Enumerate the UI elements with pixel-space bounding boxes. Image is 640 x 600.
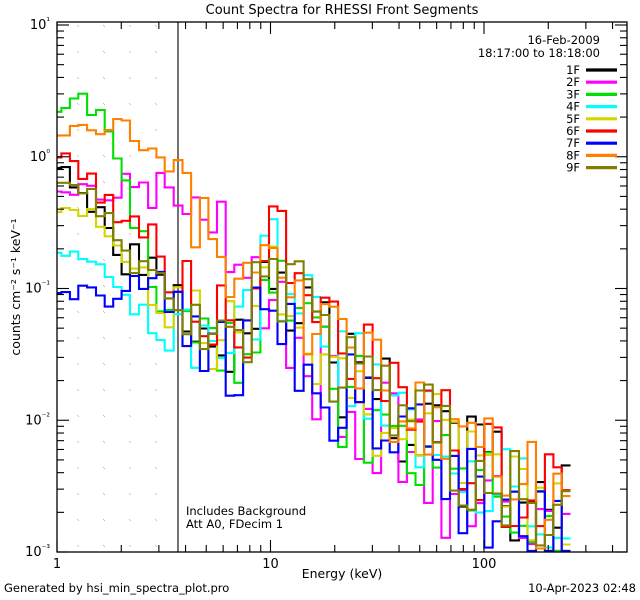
spectra-curves <box>57 92 571 552</box>
y-tick-label: 10⁻¹ <box>25 281 50 297</box>
x-axis-label: Energy (keV) <box>302 566 383 581</box>
series-line-9F <box>57 181 571 547</box>
axis-ticks <box>56 22 627 553</box>
x-tick-label: 10 <box>262 557 279 572</box>
y-tick-label: 10⁻² <box>25 412 50 428</box>
legend-label-8F: 8F <box>566 148 580 162</box>
plot-frame <box>56 21 628 553</box>
legend-label-6F: 6F <box>566 124 580 138</box>
y-tick-label: 10⁰ <box>30 149 51 165</box>
legend-label-7F: 7F <box>566 136 580 150</box>
observation-date: 16-Feb-2009 <box>527 33 600 47</box>
legend-label-4F: 4F <box>566 100 580 114</box>
y-tick-label: 10¹ <box>30 17 51 33</box>
y-axis-label: counts cm⁻² s⁻¹ keV⁻¹ <box>8 218 23 355</box>
footer-timestamp: 10-Apr-2023 02:48 <box>528 581 636 595</box>
series-line-8F <box>57 117 571 550</box>
legend-label-9F: 9F <box>566 161 580 175</box>
y-tick-labels: 10¹ 10⁰ 10⁻¹ 10⁻² 10⁻³ <box>25 17 50 560</box>
page-title: Count Spectra for RHESSI Front Segments <box>206 3 479 18</box>
legend-label-3F: 3F <box>566 87 580 101</box>
legend-label-2F: 2F <box>566 75 580 89</box>
x-tick-label: 1 <box>53 557 61 572</box>
legend-label-1F: 1F <box>566 63 580 77</box>
x-tick-label: 100 <box>472 557 497 572</box>
annotation-attenuator: Att A0, FDecim 1 <box>186 517 283 531</box>
x-tick-labels: 1 10 100 <box>53 557 497 572</box>
observation-time-range: 18:17:00 to 18:18:00 <box>478 46 600 60</box>
legend-label-5F: 5F <box>566 112 580 126</box>
footer-generator: Generated by hsi_min_spectra_plot.pro <box>4 581 229 595</box>
annotation-background: Includes Background <box>186 504 306 518</box>
y-tick-label: 10⁻³ <box>25 544 50 560</box>
